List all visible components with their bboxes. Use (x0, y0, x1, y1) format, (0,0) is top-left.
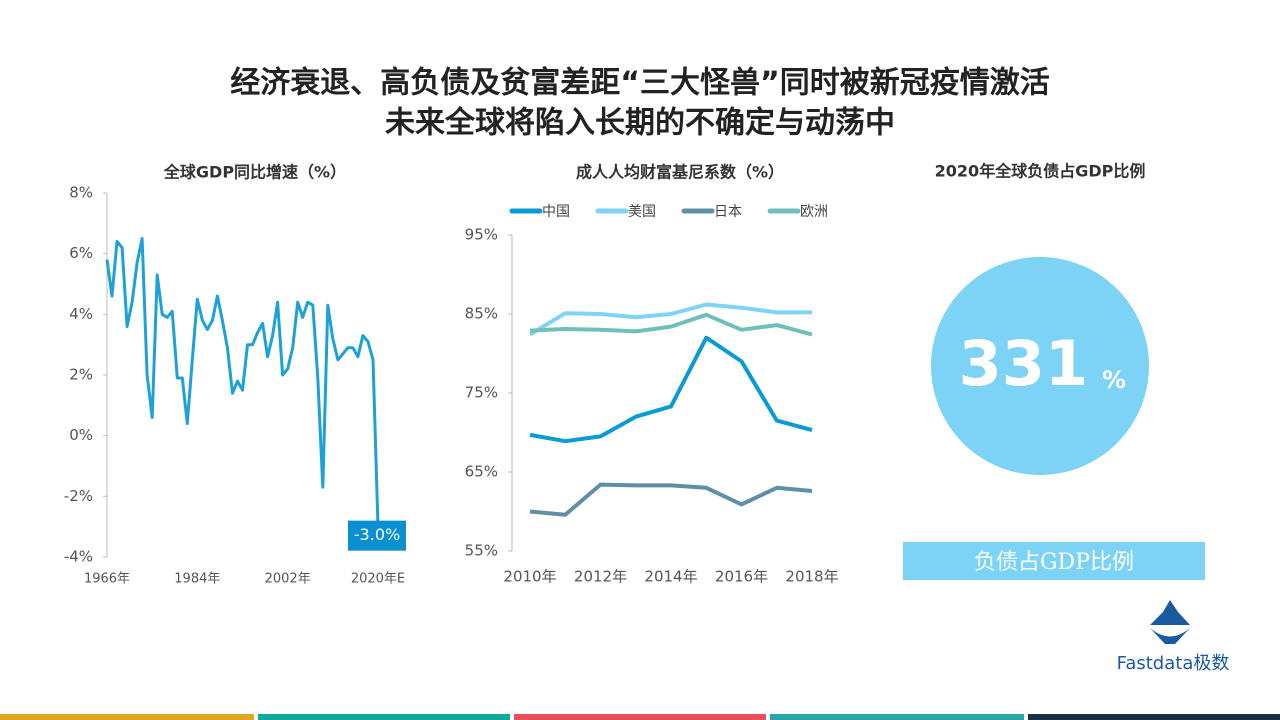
footer-stripe (258, 714, 510, 720)
x-tick-label: 2012年 (574, 568, 627, 586)
x-tick-label: 2002年 (265, 572, 311, 587)
y-tick-label: 55% (465, 542, 498, 560)
stat-unit: % (1102, 366, 1126, 394)
logo-icon (1150, 600, 1190, 625)
y-tick-label: 95% (465, 226, 498, 244)
y-tick-label: 6% (69, 244, 93, 262)
x-tick-label: 2010年 (503, 568, 556, 586)
logo: Fastdata极数 (1117, 600, 1230, 674)
title-line: 经济衰退、高负债及贫富差距“三大怪兽”同时被新冠疫情激活 (230, 66, 1049, 101)
y-tick-label: 8% (69, 184, 93, 202)
stat-value: 331 (959, 327, 1088, 400)
y-tick-label: 2% (69, 366, 93, 384)
x-tick-label: 1984年 (174, 572, 220, 587)
y-tick-label: 75% (465, 384, 498, 402)
title-line: 未来全球将陷入长期的不确定与动荡中 (385, 106, 895, 141)
caption-banner (903, 542, 1205, 580)
x-tick-label: 1966年 (84, 572, 130, 587)
data-label: -3.0% (354, 525, 400, 544)
footer-stripe (770, 714, 1024, 720)
footer-stripe (514, 714, 766, 720)
logo-text: Fastdata极数 (1117, 653, 1230, 674)
data-label-box (348, 520, 406, 551)
footer-stripe (0, 714, 254, 720)
stat-circle (931, 257, 1149, 475)
series-line (528, 302, 812, 337)
x-tick-label: 2016年 (715, 568, 768, 586)
chart-title: 全球GDP同比增速（%） (163, 163, 346, 182)
legend-label: 中国 (542, 204, 570, 220)
y-tick-label: -4% (64, 548, 93, 566)
x-tick-label: 2014年 (644, 568, 697, 586)
stat-caption: 负债占GDP比例 (974, 550, 1134, 575)
y-tick-label: 85% (465, 305, 498, 323)
stat-title: 2020年全球负债占GDP比例 (935, 162, 1146, 181)
chart-title: 成人人均财富基尼系数（%） (576, 163, 784, 182)
legend-label: 日本 (714, 204, 742, 220)
logo-icon (1150, 628, 1190, 644)
y-tick-label: 0% (69, 426, 93, 444)
footer-stripe (1028, 714, 1280, 720)
y-tick-label: 65% (465, 463, 498, 481)
legend-label: 欧洲 (800, 204, 828, 220)
series-line (529, 335, 813, 444)
y-tick-label: 4% (69, 305, 93, 323)
series-line (529, 312, 813, 337)
series-line (105, 237, 380, 527)
y-tick-label: -2% (64, 487, 93, 505)
series-line (529, 482, 813, 517)
legend-label: 美国 (628, 204, 656, 220)
x-tick-label: 2018年 (785, 568, 838, 586)
x-tick-label: 2020年E (351, 572, 405, 587)
